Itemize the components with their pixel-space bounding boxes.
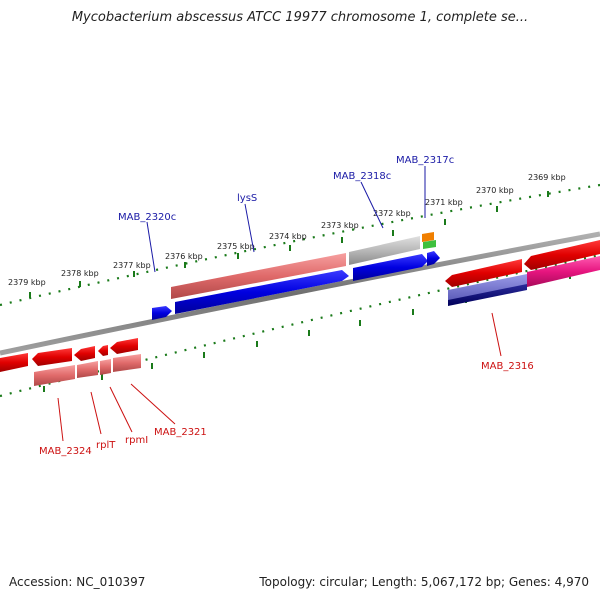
- map-title: Mycobacterium abscessus ATCC 19977 chrom…: [71, 10, 529, 25]
- right-features: [445, 240, 600, 306]
- ruler-label: 2378 kbp: [61, 269, 99, 278]
- gene-label-mab-2317c[interactable]: MAB_2317c: [396, 155, 454, 166]
- gene-labels-bottom: MAB_2324 rplT rpmI MAB_2321 MAB_2316: [39, 361, 534, 457]
- gene-label-mab-2321[interactable]: MAB_2321: [154, 427, 207, 438]
- gene-label-mab-2316[interactable]: MAB_2316: [481, 361, 534, 372]
- gene-arrow[interactable]: [524, 240, 600, 270]
- ruler-label: 2372 kbp: [373, 209, 411, 218]
- gene-arrow[interactable]: [74, 346, 95, 361]
- ruler-label: 2379 kbp: [8, 278, 46, 287]
- gene-label-lyss[interactable]: lysS: [237, 193, 257, 204]
- forward-strand-features: [152, 232, 440, 320]
- ruler-label: 2371 kbp: [425, 198, 463, 207]
- leader-lines: [57, 166, 502, 442]
- gene-arrow[interactable]: [98, 345, 108, 356]
- gene-feature[interactable]: [448, 284, 527, 306]
- gene-arrow[interactable]: [353, 254, 428, 281]
- gene-feature[interactable]: [349, 236, 420, 265]
- inner-ruler: [0, 253, 600, 398]
- ruler-label: 2375 kbp: [217, 242, 255, 251]
- gene-feature[interactable]: [422, 232, 434, 242]
- ruler-label: 2373 kbp: [321, 221, 359, 230]
- leader-line: [57, 397, 64, 442]
- gene-arrow[interactable]: [32, 348, 72, 366]
- gene-feature[interactable]: [171, 253, 346, 299]
- leader-line: [90, 391, 102, 435]
- genome-summary: Topology: circular; Length: 5,067,172 bp…: [259, 575, 589, 589]
- gene-feature[interactable]: [448, 274, 527, 301]
- gene-arrow[interactable]: [0, 353, 28, 372]
- leader-line: [130, 383, 176, 425]
- gene-arrow[interactable]: [152, 306, 172, 320]
- leader-line: [146, 221, 156, 273]
- gene-label-rpmi[interactable]: rpmI: [125, 435, 148, 446]
- chromosome-backbone: [0, 231, 600, 356]
- reverse-strand-features: [0, 338, 141, 386]
- gene-label-rplt[interactable]: rplT: [96, 440, 116, 451]
- ruler-label: 2370 kbp: [476, 186, 514, 195]
- gene-label-mab-2320c[interactable]: MAB_2320c: [118, 212, 176, 223]
- ruler-label: 2376 kbp: [165, 252, 203, 261]
- gene-arrow[interactable]: [445, 259, 522, 287]
- gene-feature[interactable]: [423, 240, 436, 249]
- accession-info: Accession: NC_010397: [9, 575, 145, 589]
- gene-feature[interactable]: [77, 361, 98, 378]
- ruler-label: 2369 kbp: [528, 173, 566, 182]
- gene-feature[interactable]: [100, 359, 111, 375]
- gene-labels-top: MAB_2320c lysS MAB_2318c MAB_2317c: [118, 155, 454, 223]
- leader-line: [360, 181, 384, 229]
- gene-feature[interactable]: [34, 365, 75, 386]
- leader-line: [244, 203, 255, 253]
- outer-ruler-major-ticks: [29, 191, 549, 298]
- accession-label: Accession:: [9, 575, 73, 589]
- gene-feature[interactable]: [527, 256, 600, 287]
- accession-value: NC_010397: [76, 575, 146, 589]
- gene-label-mab-2324[interactable]: MAB_2324: [39, 446, 92, 457]
- gene-label-mab-2318c[interactable]: MAB_2318c: [333, 171, 391, 182]
- gene-feature[interactable]: [113, 354, 141, 372]
- gene-arrow[interactable]: [110, 338, 138, 354]
- gene-arrow[interactable]: [427, 251, 440, 266]
- ruler-labels: 2379 kbp 2378 kbp 2377 kbp 2376 kbp 2375…: [8, 173, 566, 287]
- ruler-label: 2374 kbp: [269, 232, 307, 241]
- gene-arrow[interactable]: [175, 270, 349, 314]
- ruler-label: 2377 kbp: [113, 261, 151, 270]
- leader-line: [491, 312, 502, 357]
- leader-line: [109, 386, 133, 433]
